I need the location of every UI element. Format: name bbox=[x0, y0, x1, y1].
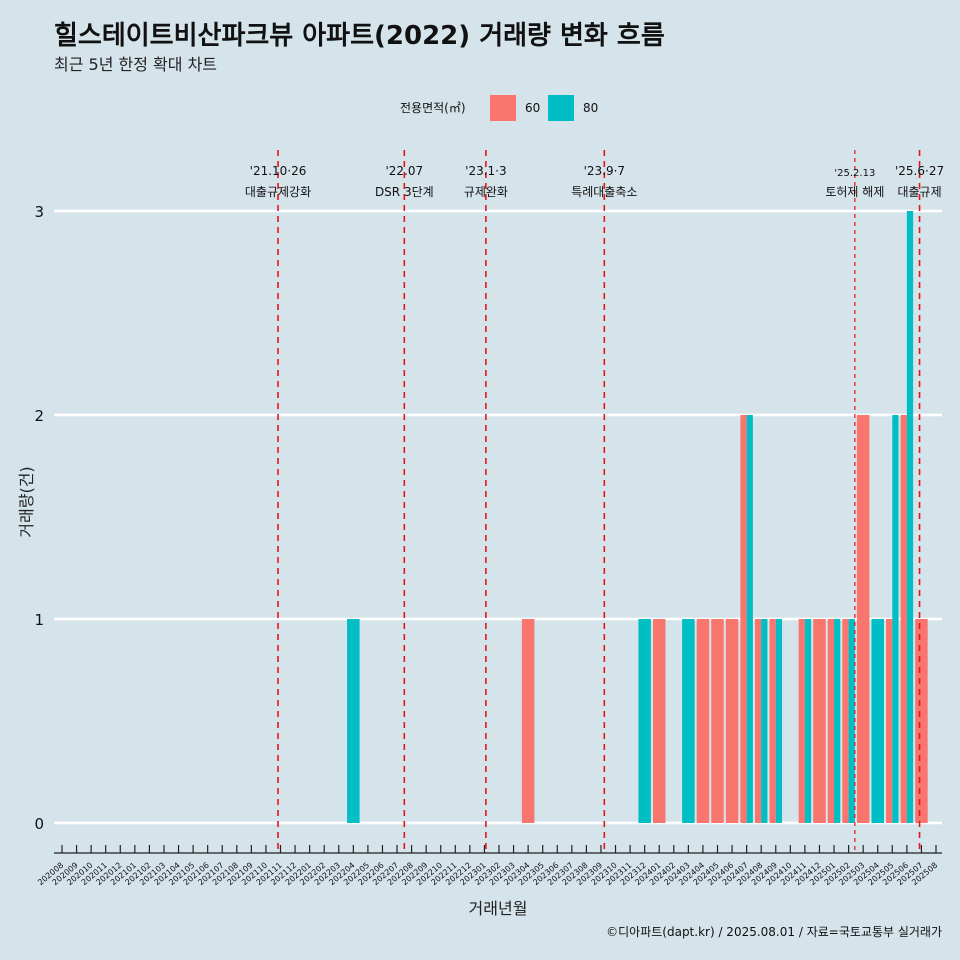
event-label-1: DSR 3단계 bbox=[375, 185, 434, 199]
bar-60-202503 bbox=[856, 415, 870, 823]
legend-label-80: 80 bbox=[583, 101, 598, 115]
bar-60-202405 bbox=[711, 619, 724, 823]
bar-80-202312 bbox=[638, 619, 651, 823]
legend-label-60: 60 bbox=[525, 101, 540, 115]
bar-marks bbox=[347, 211, 928, 823]
y-tick-label-0: 0 bbox=[34, 815, 44, 833]
x-axis-title: 거래년월 bbox=[469, 899, 528, 918]
bar-80-202408 bbox=[761, 619, 768, 823]
bar-60-202406 bbox=[725, 619, 739, 823]
event-label-4: 토허제 해제 bbox=[825, 185, 884, 199]
chart-subtitle: 최근 5년 한정 확대 차트 bbox=[54, 55, 217, 74]
bar-60-202407 bbox=[740, 415, 747, 823]
bar-60-202502 bbox=[842, 619, 849, 823]
legend-swatch-80 bbox=[548, 95, 574, 121]
bar-60-202506 bbox=[900, 415, 907, 823]
event-label-2: 규제완화 bbox=[464, 185, 508, 199]
y-tick-label-2: 2 bbox=[34, 407, 44, 425]
event-markers: '21.10·26 대출규제강화 '22.07 DSR 3단계 '23.1·3 규제완화 '… bbox=[245, 150, 944, 852]
bar-80-202505 bbox=[892, 415, 899, 823]
event-date-0: '21.10·26 bbox=[250, 164, 307, 178]
y-tick-label-3: 3 bbox=[34, 203, 44, 221]
bar-80-202506 bbox=[906, 211, 914, 823]
bar-60-202401 bbox=[652, 619, 666, 823]
bar-80-202403 bbox=[682, 619, 695, 823]
chart-title: 힐스테이트비산파크뷰 아파트(2022) 거래량 변화 흐름 bbox=[54, 21, 665, 51]
bar-80-202504 bbox=[871, 619, 884, 823]
bar-80-202502 bbox=[848, 619, 855, 823]
bar-60-202412 bbox=[813, 619, 826, 823]
y-tick-label-1: 1 bbox=[34, 611, 44, 629]
bar-60-202505 bbox=[886, 619, 893, 823]
bar-60-202507 bbox=[915, 619, 928, 823]
y-tick-labels: 0 1 2 3 bbox=[34, 203, 44, 833]
event-label-3: 특례대출축소 bbox=[571, 185, 637, 199]
x-axis: 2020082020092020102020112020122021012021… bbox=[36, 845, 942, 887]
y-gridlines bbox=[54, 209, 942, 825]
legend-title: 전용면적(㎡) bbox=[400, 101, 466, 115]
bar-80-202407 bbox=[746, 415, 753, 823]
event-label-5: 대출규제 bbox=[897, 185, 941, 199]
event-date-4: '25.2.13 bbox=[834, 168, 875, 179]
event-date-5: '25.6·27 bbox=[895, 164, 944, 178]
bar-60-202501 bbox=[827, 619, 835, 823]
legend-swatch-60 bbox=[490, 95, 516, 121]
bar-60-202404 bbox=[696, 619, 710, 823]
bar-60-202409 bbox=[769, 619, 776, 823]
caption: ©디아파트(dapt.kr) / 2025.08.01 / 자료=국토교통부 실… bbox=[606, 925, 942, 939]
bar-80-202501 bbox=[834, 619, 841, 823]
bar-60-202411 bbox=[798, 619, 805, 823]
legend: 전용면적(㎡) 60 80 bbox=[400, 95, 598, 121]
bar-60-202304 bbox=[521, 619, 535, 823]
y-axis-title: 거래량(건) bbox=[17, 466, 36, 537]
bar-80-202204 bbox=[347, 619, 360, 823]
event-date-1: '22.07 bbox=[385, 164, 423, 178]
event-date-3: '23.9·7 bbox=[584, 164, 625, 178]
bar-80-202409 bbox=[775, 619, 783, 823]
event-label-0: 대출규제강화 bbox=[245, 185, 311, 199]
bar-60-202408 bbox=[754, 619, 762, 823]
event-date-2: '23.1·3 bbox=[465, 164, 506, 178]
bar-80-202411 bbox=[804, 619, 812, 823]
